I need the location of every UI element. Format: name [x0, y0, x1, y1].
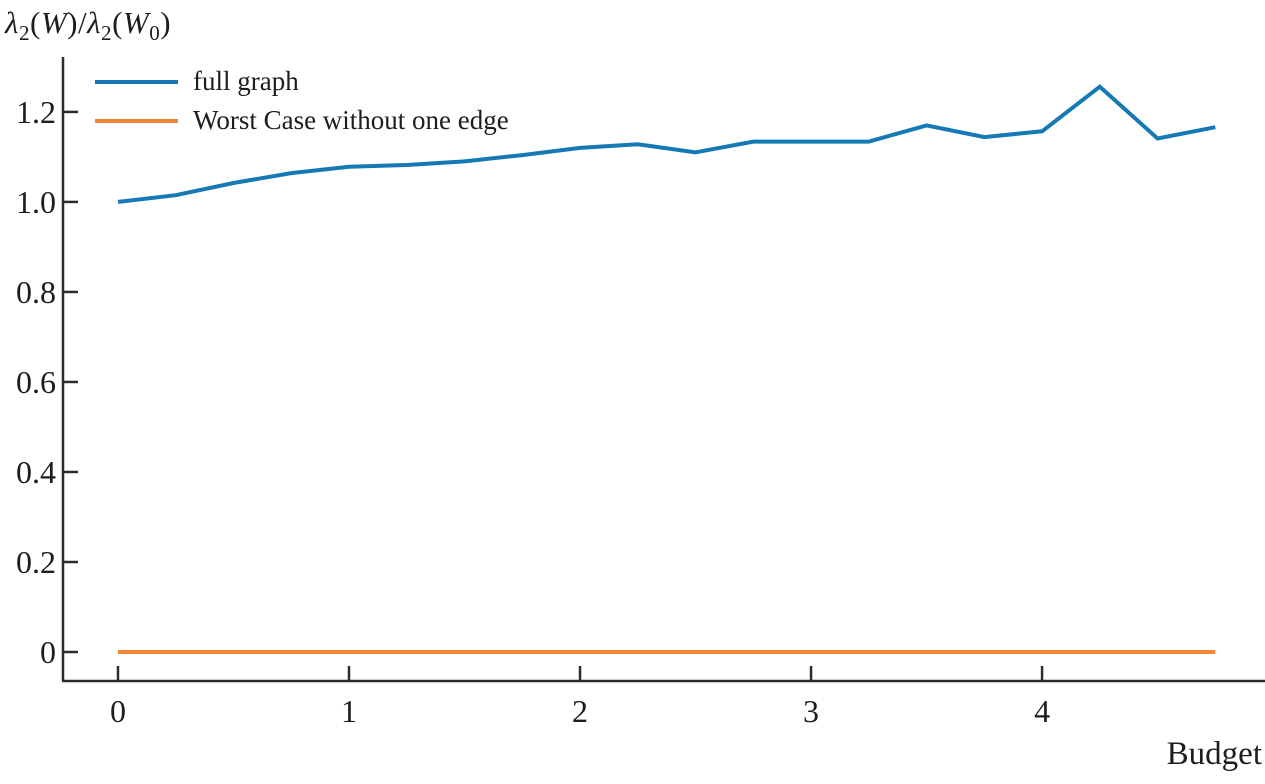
- legend-item: full graph: [95, 62, 509, 101]
- legend: full graph Worst Case without one edge: [95, 62, 509, 140]
- x-tick-label: 1: [341, 693, 357, 729]
- legend-swatch-worst-case: [95, 118, 178, 123]
- legend-label-worst-case: Worst Case without one edge: [193, 105, 509, 135]
- y-tick-label: 0.2: [16, 544, 56, 580]
- legend-item: Worst Case without one edge: [95, 101, 509, 140]
- y-tick-label: 0.8: [16, 274, 56, 310]
- x-tick-label: 4: [1034, 693, 1050, 729]
- legend-label-full-graph: full graph: [193, 66, 299, 96]
- y-tick-label: 0.4: [16, 454, 56, 490]
- y-tick-label: 1.0: [16, 184, 56, 220]
- x-axis-label: Budget: [1166, 736, 1262, 772]
- x-tick-label: 2: [572, 693, 588, 729]
- y-tick-label: 0.6: [16, 364, 56, 400]
- y-tick-label: 0: [40, 634, 56, 670]
- x-tick-label: 3: [803, 693, 819, 729]
- y-tick-label: 1.2: [16, 94, 56, 130]
- series-line-full-graph: [117, 84, 1216, 204]
- x-tick-label: 0: [110, 693, 126, 729]
- y-axis-label: λ2(W)/λ2(W0): [5, 5, 172, 46]
- legend-swatch-full-graph: [95, 79, 178, 84]
